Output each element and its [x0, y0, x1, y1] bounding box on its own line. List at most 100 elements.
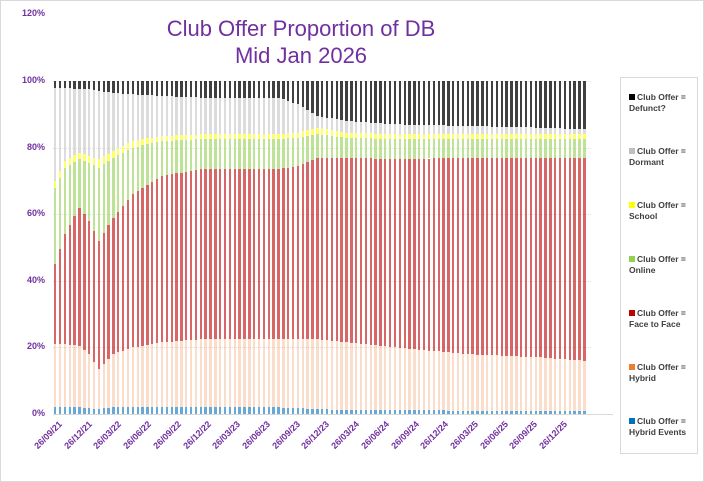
bar-segment: [277, 169, 280, 340]
legend-swatch-icon: [629, 256, 635, 262]
bar-segment: [209, 134, 212, 140]
legend-label: Club Offer =: [637, 416, 686, 426]
bar-segment: [325, 157, 329, 341]
bar-segment: [321, 134, 324, 158]
bar-segment: [112, 150, 115, 158]
stacked-bar: [170, 81, 173, 414]
stacked-bar: [568, 81, 571, 414]
plot-area: [53, 81, 613, 415]
bar-segment: [204, 134, 207, 140]
stacked-bar: [524, 81, 528, 414]
stacked-bar: [83, 81, 86, 414]
bar-segment: [214, 339, 217, 408]
stacked-bar: [287, 81, 290, 414]
stacked-bar: [262, 81, 266, 414]
bar-segment: [437, 125, 440, 135]
bar-segment: [452, 134, 455, 140]
bar-segment: [544, 139, 547, 158]
bar-segment: [442, 125, 445, 135]
bar-segment: [54, 344, 57, 408]
bar-segment: [364, 133, 368, 139]
bar-segment: [350, 132, 353, 138]
bar-segment: [155, 95, 159, 137]
bar-segment: [238, 339, 241, 408]
bar-segment: [471, 139, 474, 158]
bar-segment: [529, 157, 533, 357]
bar-segment: [384, 81, 387, 124]
bar-segment: [515, 157, 518, 357]
bar-segment: [63, 160, 67, 168]
legend-label: Hybrid Events: [629, 427, 687, 437]
bar-segment: [107, 81, 110, 93]
bar-segment: [282, 81, 285, 100]
bar-segment: [364, 344, 368, 411]
bar-segment: [374, 138, 377, 159]
bar-segment: [418, 410, 421, 414]
bar-segment: [228, 134, 232, 140]
bar-segment: [515, 127, 518, 135]
stacked-bar: [146, 81, 149, 414]
bar-segment: [510, 139, 513, 158]
stacked-bar: [335, 81, 338, 414]
bar-segment: [267, 134, 270, 140]
bar-segment: [73, 88, 76, 156]
bar-segment: [442, 134, 445, 140]
bar-segment: [141, 94, 144, 140]
bar-segment: [165, 175, 169, 342]
bar-segment: [544, 81, 547, 128]
bar-segment: [481, 81, 484, 127]
bar-segment: [505, 410, 508, 414]
stacked-bar: [369, 81, 372, 414]
bar-segment: [316, 157, 319, 340]
bar-segment: [558, 134, 562, 140]
bar-segment: [78, 89, 81, 153]
bar-segment: [321, 128, 324, 135]
bar-segment: [170, 174, 173, 342]
bar-segment: [151, 344, 154, 408]
bar-segment: [58, 177, 62, 250]
legend-label: Online: [629, 265, 656, 275]
bar-segment: [354, 157, 358, 344]
bar-segment: [151, 95, 154, 138]
bar-segment: [486, 126, 489, 135]
bar-segment: [277, 139, 280, 170]
stacked-bar: [408, 81, 411, 414]
bar-segment: [277, 339, 280, 408]
bar-segment: [180, 135, 183, 141]
stacked-bar: [583, 81, 586, 414]
bar-segment: [296, 408, 300, 414]
bar-segment: [63, 234, 67, 345]
bar-segment: [408, 134, 411, 140]
stacked-bar: [301, 81, 304, 414]
bar-segment: [481, 134, 484, 140]
bar-segment: [146, 344, 149, 408]
bar-segment: [510, 126, 513, 135]
bar-segment: [316, 127, 319, 135]
bar-segment: [340, 131, 343, 138]
stacked-bar: [461, 81, 465, 414]
bar-segment: [87, 81, 91, 90]
bar-segment: [253, 407, 256, 414]
bar-segment: [500, 81, 503, 127]
legend-label: Face to Face: [629, 319, 681, 329]
bar-segment: [578, 360, 581, 411]
bar-segment: [340, 120, 343, 132]
bar-segment: [549, 128, 552, 135]
bar-segment: [403, 81, 406, 125]
bar-segment: [189, 407, 193, 414]
bar-segment: [427, 125, 431, 135]
bar-segment: [233, 139, 236, 170]
bar-segment: [456, 134, 460, 140]
bar-segment: [87, 155, 91, 163]
bar-segment: [325, 409, 329, 414]
bar-segment: [73, 345, 76, 408]
bar-segment: [354, 121, 358, 133]
bar-segment: [490, 410, 494, 414]
bar-segment: [369, 344, 372, 411]
bar-segment: [539, 134, 542, 140]
stacked-bar: [384, 81, 387, 414]
x-axis-line: [53, 414, 613, 415]
bar-segment: [495, 126, 499, 135]
bar-segment: [107, 160, 110, 226]
bar-segment: [563, 81, 567, 129]
